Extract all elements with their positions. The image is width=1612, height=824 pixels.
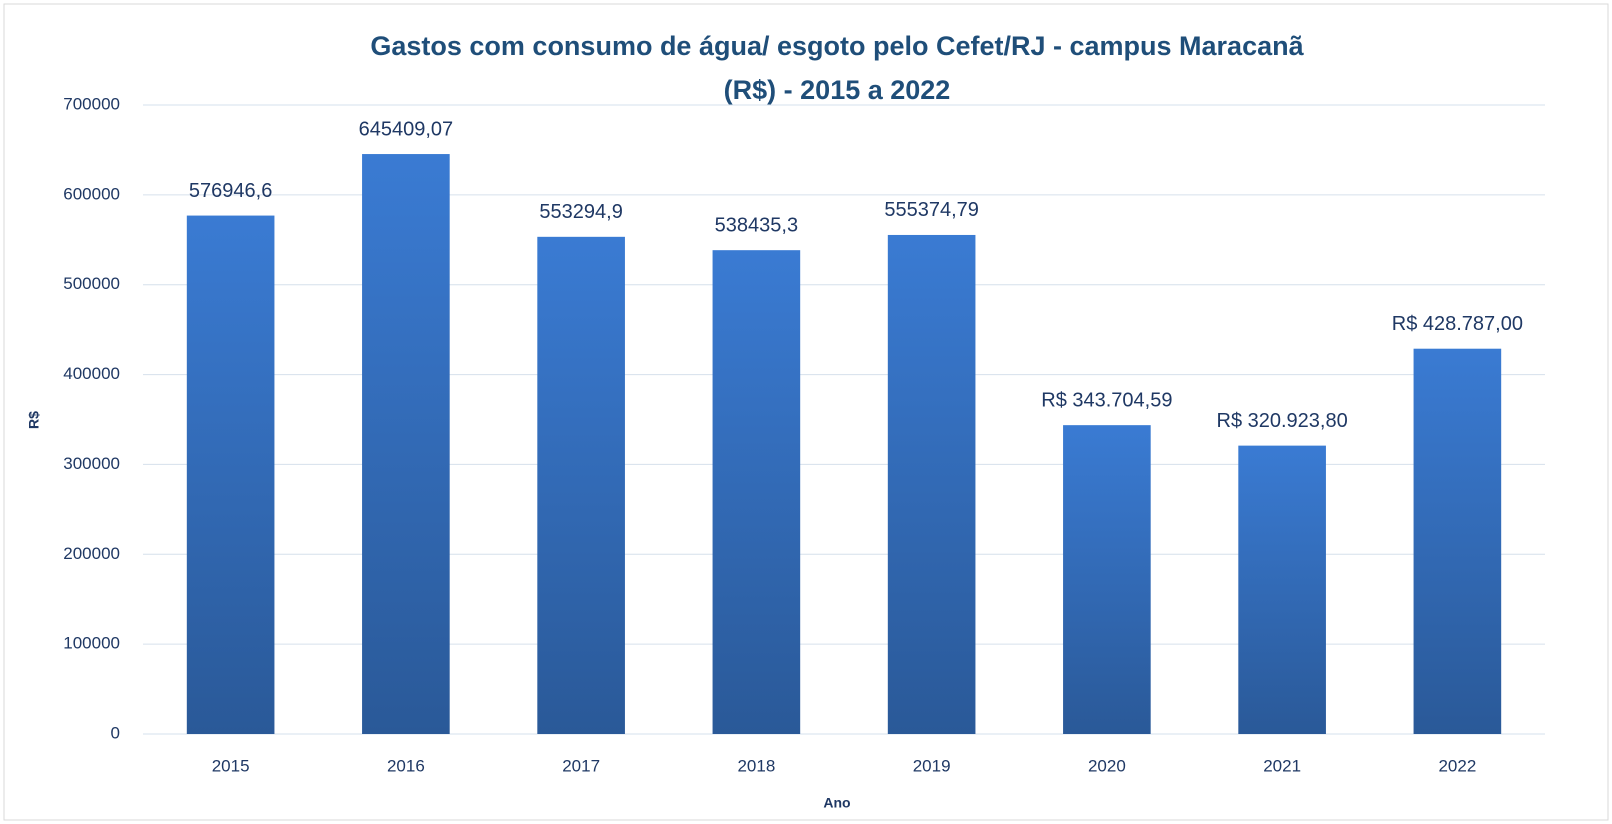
bar bbox=[362, 154, 450, 735]
chart-title: (R$) - 2015 a 2022 bbox=[724, 75, 951, 105]
bar bbox=[1063, 425, 1151, 734]
y-tick-label: 500000 bbox=[63, 274, 120, 293]
y-tick-label: 400000 bbox=[63, 364, 120, 383]
data-label: R$ 343.704,59 bbox=[1041, 389, 1172, 411]
y-tick-label: 300000 bbox=[63, 454, 120, 473]
data-label: 553294,9 bbox=[539, 201, 622, 223]
data-label: 538435,3 bbox=[715, 214, 798, 236]
bar bbox=[1413, 348, 1502, 734]
x-axis-title: Ano bbox=[823, 795, 850, 811]
y-tick-label: 200000 bbox=[63, 544, 120, 563]
bar bbox=[537, 236, 625, 734]
y-tick-label: 600000 bbox=[63, 184, 120, 203]
x-tick-label: 2019 bbox=[913, 756, 951, 775]
bar bbox=[186, 215, 275, 734]
data-label: 576946,6 bbox=[189, 180, 272, 202]
data-label: R$ 320.923,80 bbox=[1217, 410, 1348, 432]
y-tick-label: 100000 bbox=[63, 634, 120, 653]
x-tick-label: 2022 bbox=[1438, 756, 1476, 775]
x-tick-label: 2018 bbox=[737, 756, 775, 775]
bar bbox=[887, 234, 976, 734]
bar bbox=[712, 250, 801, 734]
x-tick-label: 2021 bbox=[1263, 756, 1301, 775]
y-tick-label: 0 bbox=[111, 723, 120, 742]
data-label: 645409,07 bbox=[359, 118, 454, 140]
y-tick-label: 700000 bbox=[63, 94, 120, 113]
x-tick-label: 2016 bbox=[387, 756, 425, 775]
data-label: 555374,79 bbox=[884, 199, 979, 221]
x-tick-label: 2017 bbox=[562, 756, 600, 775]
y-axis-title: R$ bbox=[26, 411, 42, 429]
chart-title: Gastos com consumo de água/ esgoto pelo … bbox=[370, 31, 1304, 61]
x-tick-label: 2015 bbox=[212, 756, 250, 775]
bar bbox=[1238, 445, 1326, 734]
data-label: R$ 428.787,00 bbox=[1392, 313, 1523, 335]
x-tick-label: 2020 bbox=[1088, 756, 1126, 775]
